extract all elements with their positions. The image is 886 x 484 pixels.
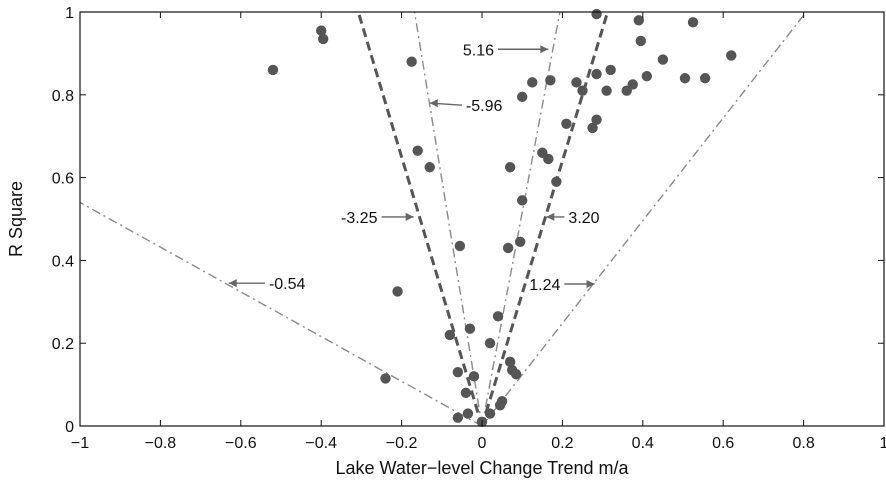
annotation-arrow-head bbox=[405, 212, 414, 221]
data-point bbox=[462, 408, 474, 419]
x-tick-label: 1 bbox=[880, 435, 886, 452]
y-axis-label: R Square bbox=[6, 181, 26, 257]
data-point bbox=[577, 85, 588, 96]
annotations-layer: 5.16 -5.96 -3.25 3.20 -0.54 1.24 bbox=[228, 42, 600, 294]
annotation-arrow-head bbox=[540, 45, 549, 54]
y-tick-label: 0.4 bbox=[52, 253, 74, 270]
x-tick-label: −0.6 bbox=[225, 435, 257, 452]
x-tick-label: 0.8 bbox=[792, 435, 814, 452]
data-point bbox=[502, 242, 514, 254]
data-point bbox=[633, 15, 644, 26]
data-point bbox=[591, 114, 602, 125]
data-point bbox=[527, 77, 538, 88]
data-point bbox=[657, 54, 669, 65]
data-point bbox=[452, 412, 464, 423]
data-point bbox=[484, 408, 496, 419]
plot-area-frame bbox=[79, 11, 885, 427]
trend-label-5_16: 5.16 bbox=[463, 42, 494, 59]
data-point bbox=[316, 25, 327, 36]
data-point bbox=[571, 77, 582, 88]
data-point bbox=[699, 73, 711, 84]
y-tick-label: 0.8 bbox=[52, 88, 74, 105]
data-point bbox=[587, 122, 598, 134]
x-axis-label: Lake Water−level Change Trend m/a bbox=[336, 458, 630, 478]
data-point bbox=[468, 371, 480, 382]
data-point bbox=[452, 366, 464, 378]
data-point bbox=[496, 395, 508, 407]
data-points-layer bbox=[267, 8, 737, 428]
trend-line-5_16 bbox=[481, 12, 561, 426]
trend-line--0_54 bbox=[80, 201, 483, 426]
data-point bbox=[551, 176, 562, 187]
x-tick-label: −0.4 bbox=[305, 435, 337, 452]
data-point bbox=[517, 91, 528, 103]
data-point bbox=[380, 373, 391, 384]
trend-label-3_20: 3.20 bbox=[568, 210, 599, 227]
data-point bbox=[267, 64, 279, 76]
trend-line-3_20 bbox=[480, 12, 610, 426]
y-tick-label: 0 bbox=[65, 419, 74, 436]
data-point bbox=[444, 329, 456, 341]
data-point bbox=[687, 17, 699, 28]
data-point bbox=[504, 162, 516, 173]
axis-ticks-layer: −1 −0.8 −0.6 −0.4 −0.2 0 0.2 0.4 0.6 0.8 1 0 0.2 0.4 0… bbox=[52, 5, 886, 452]
y-tick-label: 1 bbox=[65, 5, 74, 22]
data-point bbox=[679, 73, 691, 84]
data-point bbox=[545, 75, 556, 86]
data-point bbox=[484, 338, 496, 349]
trend-label--5_96: -5.96 bbox=[466, 98, 503, 115]
data-point bbox=[514, 236, 526, 247]
data-point bbox=[492, 311, 504, 322]
annotation-arrow-head bbox=[429, 99, 438, 108]
data-point bbox=[591, 68, 602, 80]
annotation-arrow-head bbox=[546, 212, 555, 221]
y-tick-label: 0.2 bbox=[52, 336, 74, 353]
data-point bbox=[454, 240, 466, 252]
data-point bbox=[635, 35, 646, 47]
annotation-arrow-head bbox=[586, 279, 595, 288]
data-point bbox=[318, 33, 329, 45]
trend-label--0_54: -0.54 bbox=[269, 276, 306, 293]
data-point bbox=[543, 153, 554, 165]
trend-line-1_24 bbox=[481, 12, 807, 426]
trend-label-1_24: 1.24 bbox=[529, 277, 560, 294]
y-tick-label: 0.6 bbox=[52, 171, 74, 188]
x-tick-label: −0.8 bbox=[145, 435, 177, 452]
data-point bbox=[464, 323, 476, 334]
trend-label--3_25: -3.25 bbox=[341, 210, 378, 227]
data-point bbox=[460, 387, 472, 399]
x-tick-label: 0.4 bbox=[632, 435, 654, 452]
x-tick-label: 0.2 bbox=[551, 435, 573, 452]
x-tick-label: −0.2 bbox=[386, 435, 418, 452]
data-point bbox=[517, 195, 528, 206]
trend-line--3_25 bbox=[356, 12, 484, 426]
x-tick-label: 0 bbox=[478, 435, 487, 452]
data-point bbox=[641, 70, 653, 82]
annotation-arrow-head bbox=[228, 279, 237, 288]
data-point bbox=[591, 8, 602, 20]
data-point bbox=[510, 369, 522, 380]
data-point bbox=[412, 145, 423, 156]
data-point bbox=[726, 50, 737, 61]
trend-line--5_96 bbox=[413, 12, 483, 426]
data-point bbox=[561, 118, 572, 129]
data-point bbox=[392, 286, 403, 297]
trend-lines-layer bbox=[80, 12, 807, 426]
x-tick-label: 0.6 bbox=[712, 435, 734, 452]
data-point bbox=[424, 162, 435, 173]
data-point bbox=[605, 64, 616, 76]
data-point bbox=[601, 85, 612, 96]
data-point bbox=[406, 56, 417, 67]
data-point bbox=[627, 79, 638, 90]
x-tick-label: −1 bbox=[71, 435, 89, 452]
data-point bbox=[504, 356, 516, 368]
